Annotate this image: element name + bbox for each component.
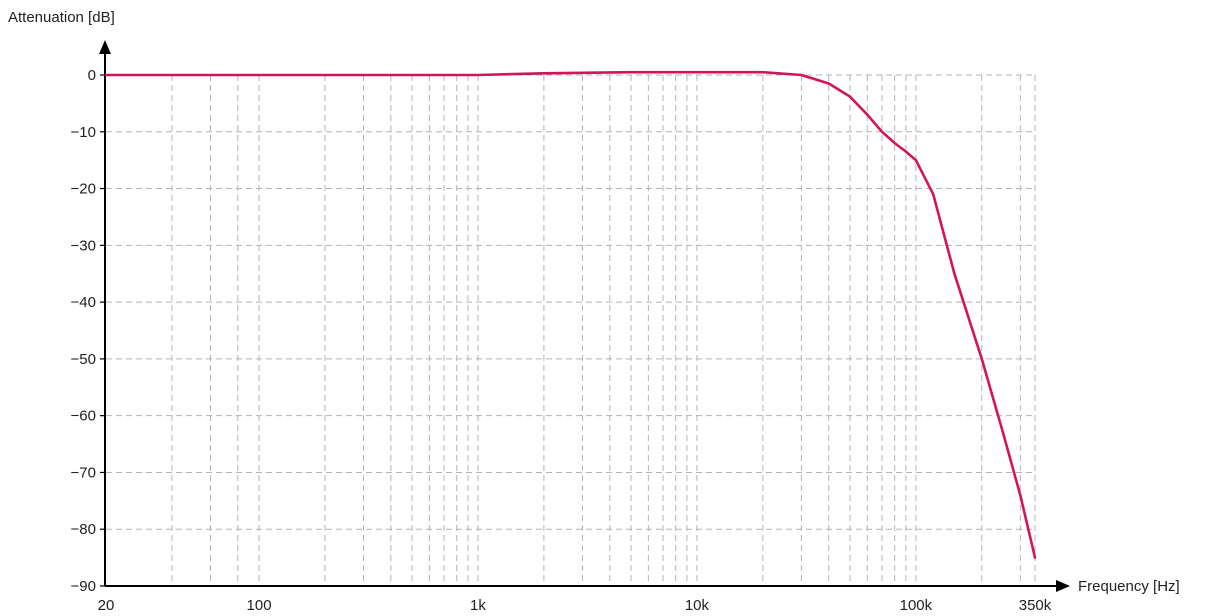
x-tick-label: 100	[247, 597, 272, 614]
y-axis-label: Attenuation [dB]	[8, 9, 115, 26]
series	[105, 70, 1037, 559]
x-axis-label: Frequency [Hz]	[1078, 578, 1180, 595]
x-axis-arrow	[1056, 580, 1070, 592]
y-tick-label: −20	[71, 181, 96, 198]
y-tick-label: −40	[71, 294, 96, 311]
x-tick-label: 20	[98, 597, 115, 614]
y-axis-arrow	[99, 40, 111, 54]
attenuation-curve	[105, 70, 1037, 559]
x-tick-label: 100k	[900, 597, 933, 614]
y-tick-label: −50	[71, 351, 96, 368]
y-tick-label: −80	[71, 521, 96, 538]
x-tick-label: 1k	[470, 597, 486, 614]
y-tick-label: −30	[71, 237, 96, 254]
y-tick-label: −10	[71, 124, 96, 141]
x-tick-label: 350k	[1019, 597, 1052, 614]
axes	[99, 40, 1070, 592]
y-tick-label: −90	[71, 578, 96, 595]
grid-lines	[106, 74, 1036, 586]
y-tick-label: 0	[88, 67, 96, 84]
y-tick-label: −70	[71, 464, 96, 481]
y-tick-label: −60	[71, 408, 96, 425]
x-tick-label: 10k	[685, 597, 710, 614]
